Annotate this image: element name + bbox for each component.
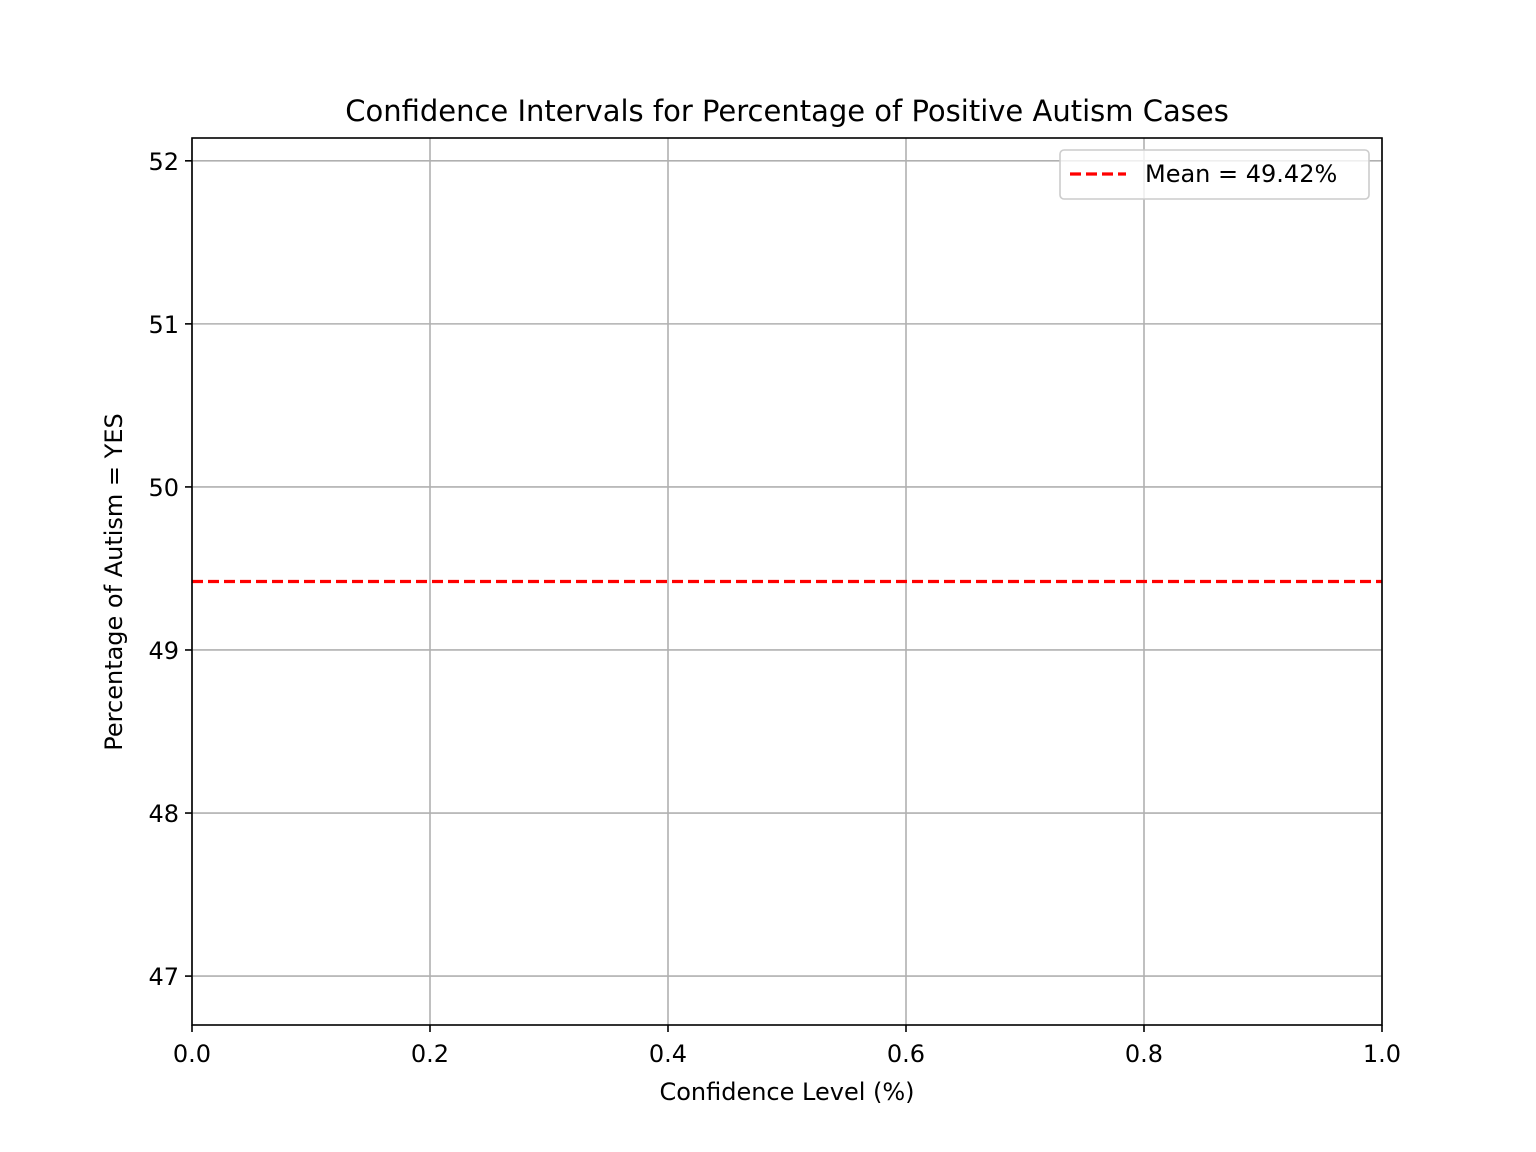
plot-frame <box>191 137 1383 1026</box>
x-tick-label: 1.0 <box>1363 1040 1401 1068</box>
x-axis-label: Confidence Level (%) <box>659 1078 914 1106</box>
legend: Mean = 49.42% <box>1059 149 1370 200</box>
x-tick-label: 0.0 <box>173 1040 211 1068</box>
y-axis: 47 48 49 50 51 52 <box>148 148 192 991</box>
legend-label-mean: Mean = 49.42% <box>1145 160 1337 188</box>
x-tick-label: 0.4 <box>649 1040 687 1068</box>
y-tick-label: 50 <box>148 474 179 502</box>
y-tick-label: 52 <box>148 148 179 176</box>
x-axis: 0.0 0.2 0.4 0.6 0.8 1.0 <box>173 1025 1401 1068</box>
y-tick-label: 47 <box>148 963 179 991</box>
y-tick-label: 49 <box>148 637 179 665</box>
x-tick-label: 0.6 <box>887 1040 925 1068</box>
y-axis-label: Percentage of Autism = YES <box>100 413 128 750</box>
y-tick-label: 51 <box>148 311 179 339</box>
chart-title: Confidence Intervals for Percentage of P… <box>345 94 1229 128</box>
legend-box <box>1059 149 1370 200</box>
y-tick-label: 48 <box>148 800 179 828</box>
x-tick-label: 0.8 <box>1125 1040 1163 1068</box>
x-tick-label: 0.2 <box>411 1040 449 1068</box>
